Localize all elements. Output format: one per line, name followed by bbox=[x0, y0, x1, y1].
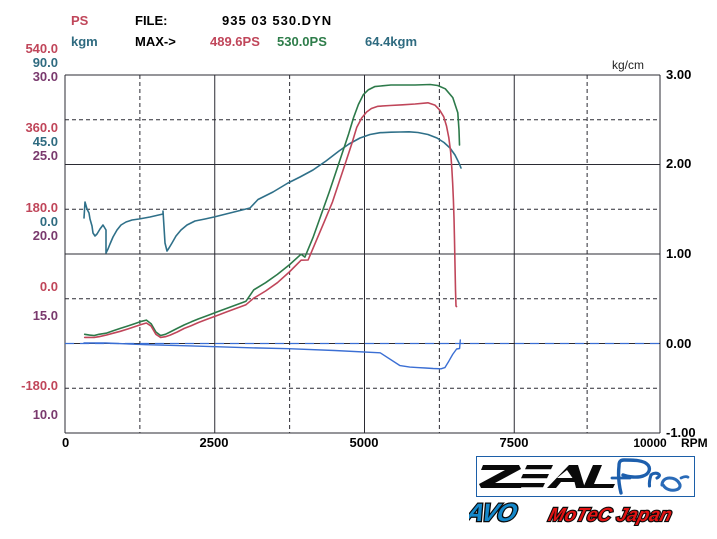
svg-text:MoTeC Japan: MoTeC Japan bbox=[546, 505, 674, 526]
svg-text:AVO: AVO bbox=[469, 499, 520, 526]
